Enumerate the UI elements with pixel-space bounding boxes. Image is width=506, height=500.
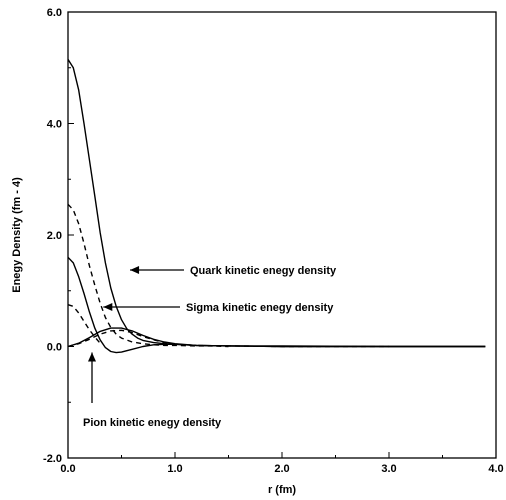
y-axis-label: Enegy Density (fm - 4) xyxy=(11,177,23,293)
x-axis-label: r (fm) xyxy=(268,484,296,496)
axis-layer: 0.0 1.0 2.0 3.0 4.0-2.00.02.04.06.0r (fm)Ene… xyxy=(11,7,504,496)
series-layer xyxy=(67,59,486,354)
y-tick-label: -2.0 xyxy=(43,453,62,465)
x-tick-label: 1.0 xyxy=(167,463,182,475)
annotation-arrowhead-2 xyxy=(103,303,113,311)
series-line-5 xyxy=(67,327,486,348)
annotation-arrowhead-3 xyxy=(88,352,96,362)
annotation-label-2: Sigma kinetic enegy density xyxy=(186,302,334,314)
y-tick-label: 6.0 xyxy=(47,7,62,19)
plot-frame xyxy=(67,11,497,459)
series-line-4 xyxy=(67,304,101,344)
y-tick-label: 0.0 xyxy=(47,342,62,354)
annotation-layer: Quark kinetic enegy density Sigma kinetic… xyxy=(83,265,337,429)
y-tick-label: 4.0 xyxy=(47,119,62,131)
annotation-arrowhead-1 xyxy=(130,266,140,274)
series-line-6 xyxy=(67,329,229,348)
x-tick-label: 0.0 xyxy=(60,463,75,475)
y-tick-label: 2.0 xyxy=(47,230,62,242)
x-tick-label: 3.0 xyxy=(381,463,396,475)
x-tick-label: 4.0 xyxy=(488,463,503,475)
x-tick-label: 2.0 xyxy=(274,463,289,475)
annotation-label-1: Quark kinetic enegy density xyxy=(190,265,337,277)
annotation-label-3: Pion kinetic enegy density xyxy=(83,417,222,429)
plot-area xyxy=(67,11,497,459)
